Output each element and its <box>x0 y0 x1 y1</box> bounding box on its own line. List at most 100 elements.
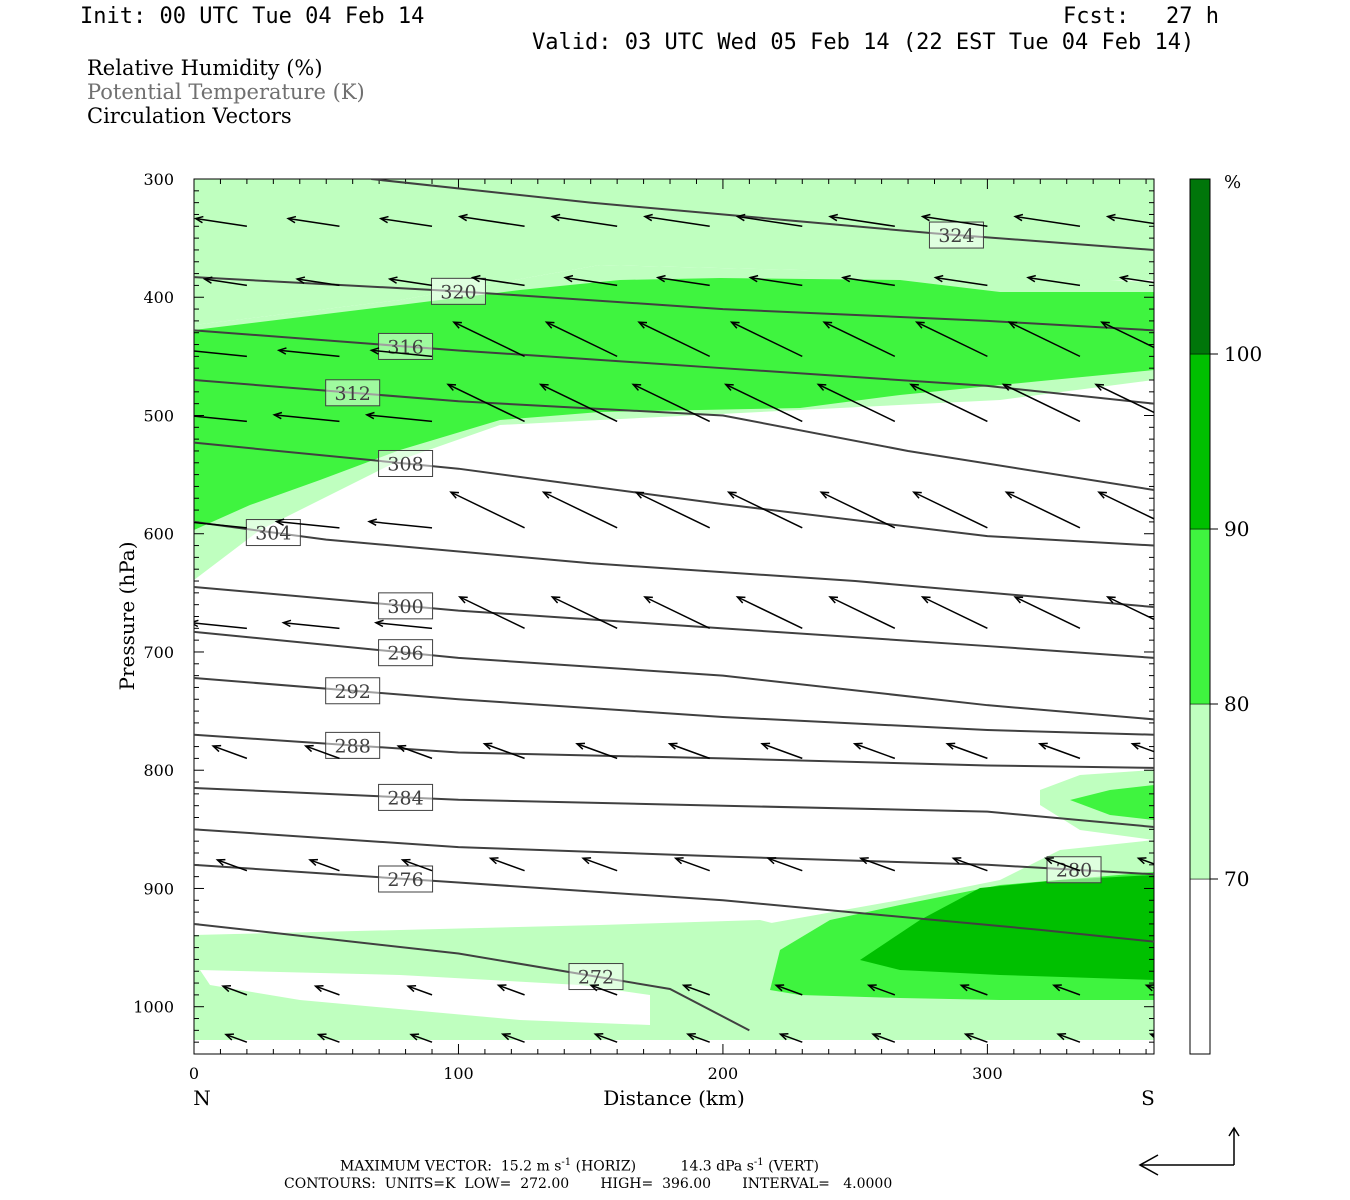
circulation-vector-head <box>655 274 666 283</box>
circulation-vector-head <box>373 619 384 628</box>
circulation-vector <box>1120 276 1154 284</box>
circulation-vector-head <box>215 858 226 866</box>
circulation-vector-head <box>1118 274 1129 283</box>
contour-label-312: 312 <box>335 383 371 405</box>
circulation-vector-head <box>1052 984 1062 992</box>
circulation-vector <box>916 321 988 358</box>
circulation-vector <box>194 415 247 423</box>
circulation-vector-head <box>274 518 285 526</box>
circulation-vector <box>375 621 433 630</box>
circulation-vector <box>1101 321 1154 349</box>
circulation-vector-head <box>1105 213 1116 222</box>
x-axis-title: Distance (km) <box>603 1086 745 1110</box>
contour-label-box <box>325 677 381 705</box>
circulation-vector <box>644 215 710 228</box>
circulation-vector <box>1146 984 1154 989</box>
contour-label-box <box>1046 856 1102 884</box>
contour-label-304: 304 <box>255 523 291 545</box>
colorbar-swatch <box>1189 878 1211 1055</box>
circulation-vector <box>946 743 988 760</box>
contour-label-272: 272 <box>578 967 614 989</box>
forecast-hour-value: 27 h <box>1166 4 1219 29</box>
circulation-vector-head <box>766 857 777 865</box>
colorbar-swatch <box>1189 528 1211 705</box>
circulation-vector-head <box>406 984 417 993</box>
circulation-vector-head <box>1105 596 1116 604</box>
circulation-vector <box>447 383 525 423</box>
y-tick-label: 900 <box>143 879 174 898</box>
circulation-vector <box>1014 596 1081 629</box>
circulation-vector-head <box>963 1033 974 1041</box>
colorbar-swatch <box>1189 353 1211 530</box>
circulation-vector <box>683 984 710 996</box>
circulation-vector-head <box>1037 742 1048 750</box>
theta-contour-304 <box>194 520 1154 609</box>
valid-time: Valid: 03 UTC Wed 05 Feb 14 (22 EST Tue … <box>532 30 1195 55</box>
circulation-vector <box>750 276 803 287</box>
colorbar-label: 80 <box>1224 692 1249 716</box>
contour-label-288: 288 <box>335 735 371 757</box>
circulation-vector-head <box>1026 274 1036 283</box>
circulation-vector <box>1132 743 1154 753</box>
contour-label-box <box>378 592 434 620</box>
circulation-vector <box>540 383 618 423</box>
circulation-vector <box>565 276 618 287</box>
circulation-vector-head <box>544 321 555 329</box>
y-tick-label: 800 <box>143 761 174 780</box>
contour-label-box <box>325 731 381 759</box>
circulation-vector-head <box>726 491 737 499</box>
circulation-vector <box>222 985 248 996</box>
circulation-vector <box>953 857 988 872</box>
colorbar-label: 100 <box>1224 342 1262 366</box>
circulation-vector-head <box>400 858 411 866</box>
theta-contour-276 <box>194 863 1154 943</box>
circulation-vector-head <box>1144 984 1154 992</box>
circulation-vector <box>402 859 433 872</box>
circulation-vector <box>543 491 618 529</box>
circulation-vector-head <box>822 321 833 329</box>
circulation-vector-head <box>735 596 746 604</box>
circulation-vector-head <box>1013 596 1024 604</box>
circulation-vector-head <box>828 213 838 222</box>
circulation-vector-head <box>488 857 499 865</box>
contour-label-box <box>378 449 434 477</box>
circulation-vector <box>217 859 248 872</box>
circulation-vector-head <box>550 213 561 222</box>
contour-label-box <box>378 783 434 811</box>
circulation-vector-head <box>1044 857 1054 865</box>
colorbar-unit: % <box>1224 172 1241 193</box>
circulation-vector <box>546 321 618 358</box>
circulation-vector <box>194 622 247 630</box>
circulation-vector <box>687 1033 710 1043</box>
circulation-vector <box>922 596 988 629</box>
reference-vector-icon <box>1138 1126 1240 1176</box>
contour-label-284: 284 <box>387 787 423 809</box>
circulation-vector-head <box>686 1033 696 1041</box>
theta-contour-labels: 3243203163123083043002962922882842802762… <box>245 221 1102 991</box>
circulation-vector-head <box>945 742 956 750</box>
circulation-vector <box>212 745 248 760</box>
circulation-vector-head <box>563 274 574 283</box>
circulation-vector <box>318 1033 340 1043</box>
theta-contour-308 <box>194 441 1154 547</box>
circulation-vector-head <box>541 491 552 499</box>
circulation-vector <box>935 276 988 287</box>
circulation-vector <box>450 491 525 529</box>
north-label: N <box>193 1086 211 1110</box>
circulation-vector <box>638 321 711 358</box>
circulation-vector <box>194 521 247 529</box>
circulation-vector <box>274 414 340 423</box>
circulation-vector-head <box>295 276 306 284</box>
circulation-vector-head <box>482 742 493 750</box>
circulation-vector-head <box>409 1033 420 1041</box>
contour-label-292: 292 <box>335 681 371 703</box>
circulation-vector-head <box>575 742 586 750</box>
circulation-vectors <box>194 213 1154 1043</box>
circulation-vector-head <box>387 276 398 284</box>
circulation-vector-head <box>470 274 481 283</box>
circulation-vector <box>737 596 803 629</box>
circulation-vector <box>288 217 340 228</box>
circulation-vector <box>1027 276 1081 287</box>
circulation-vector-head <box>1130 742 1141 750</box>
